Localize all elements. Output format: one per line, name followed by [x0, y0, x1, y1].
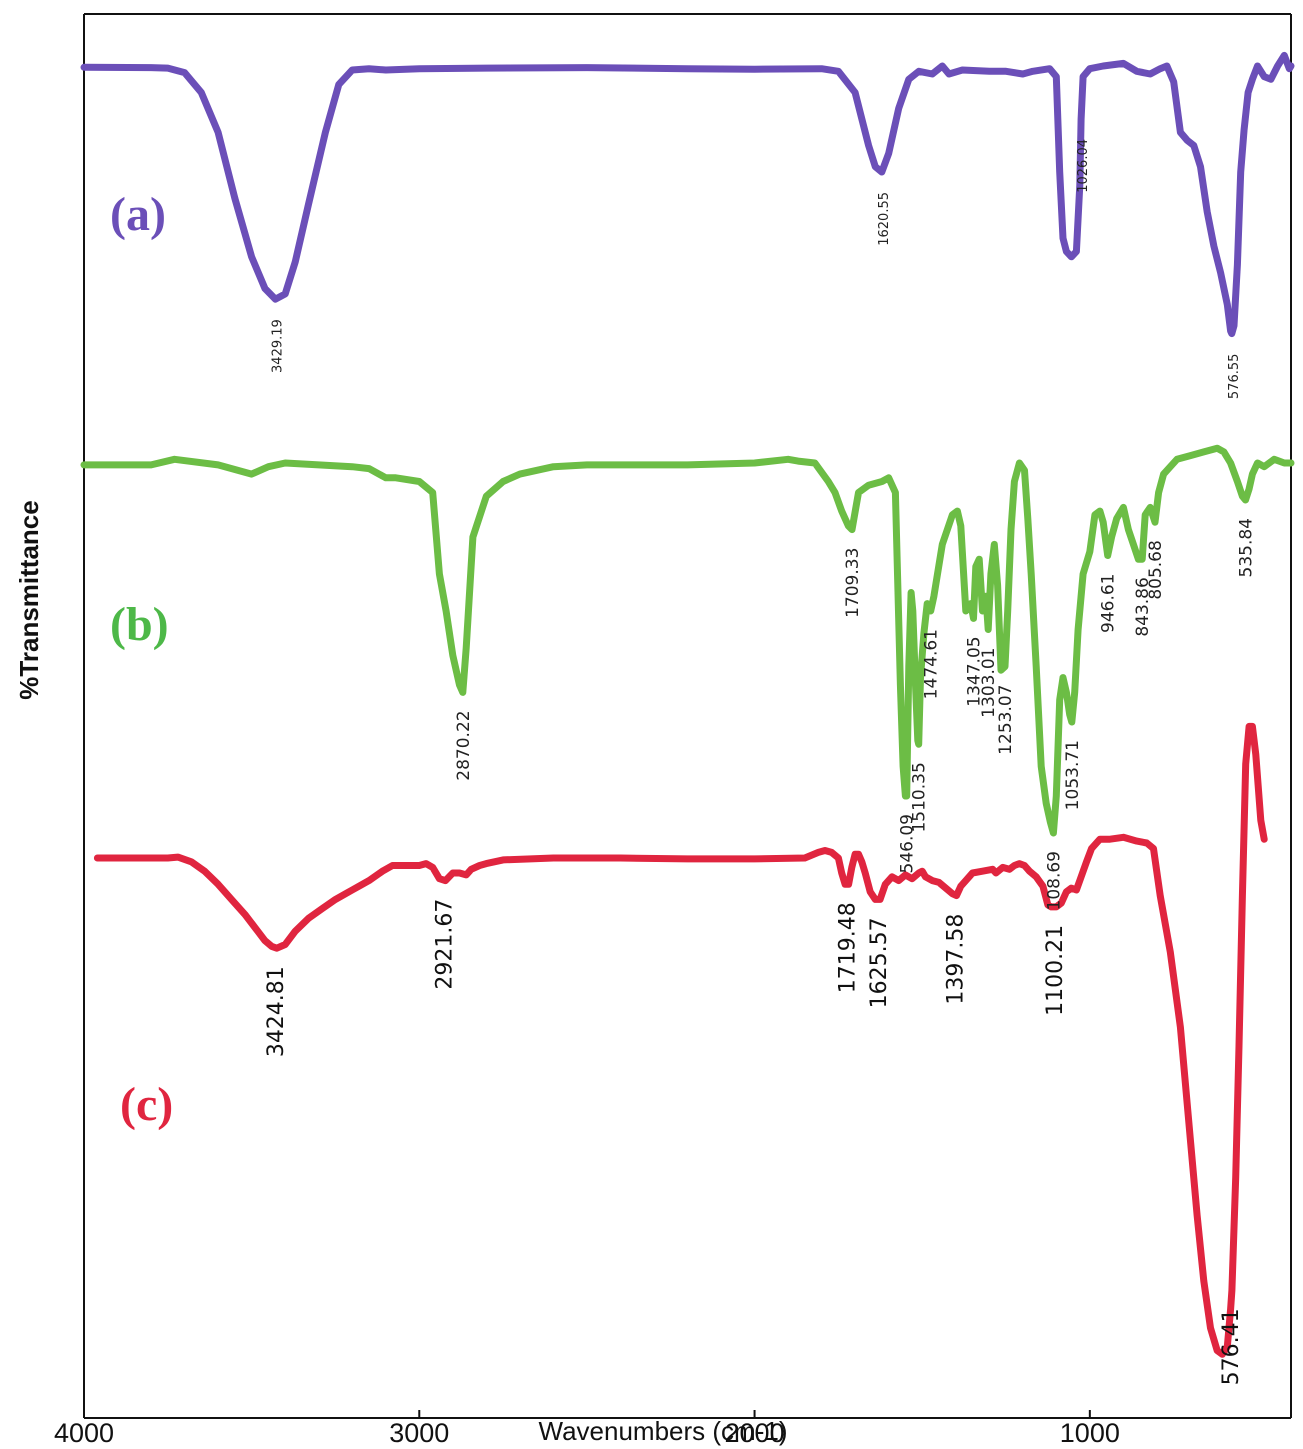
- series-tag-c: (c): [120, 1078, 173, 1131]
- peak-label: 1709.33: [843, 548, 863, 618]
- x-tick-labels: 4000 3000 2000 1000: [54, 1418, 1120, 1448]
- y-axis-title: %Transmittance: [14, 500, 44, 699]
- peak-label: 1303.01: [979, 648, 999, 718]
- x-ticks: [83, 1410, 1091, 1418]
- peak-label: 108.69: [1044, 851, 1064, 910]
- peak-label: 1625.57: [867, 917, 892, 1008]
- x-tick-label: 3000: [389, 1418, 449, 1448]
- peak-labels: 3429.19 1620.55 1026.04 576.55 2870.22 1709.3…: [264, 139, 1257, 1385]
- peak-label: 1719.48: [836, 902, 861, 993]
- peak-label: 1397.58: [944, 914, 969, 1005]
- series-tag-b: (b): [110, 598, 169, 651]
- peak-label: 805.68: [1146, 540, 1166, 599]
- x-tick-label: 1000: [1060, 1418, 1120, 1448]
- peak-label: 946.61: [1099, 574, 1119, 633]
- peak-label: 1620.55: [877, 192, 892, 246]
- x-tick-label: 4000: [54, 1418, 114, 1448]
- peak-label: 2921.67: [433, 899, 458, 990]
- peak-label: 1510.35: [910, 762, 930, 832]
- peak-label: 3429.19: [270, 319, 285, 373]
- peak-label: 1026.04: [1076, 139, 1091, 193]
- peak-label: 576.41: [1219, 1308, 1244, 1385]
- peak-label: 546.09: [898, 814, 918, 873]
- peak-label: 1100.21: [1043, 925, 1068, 1016]
- peak-label: 1347.05: [965, 636, 985, 706]
- peak-label: 843.86: [1133, 577, 1153, 636]
- series-line-a: [80, 51, 1295, 338]
- peak-label: 3424.81: [264, 966, 289, 1057]
- peak-label: 535.84: [1237, 518, 1257, 577]
- peak-label: 1253.07: [996, 685, 1016, 755]
- series-line-b: [80, 444, 1295, 837]
- x-tick-label: 2000: [725, 1418, 785, 1448]
- peak-label: 576.55: [1227, 354, 1242, 400]
- series-line-c: [93, 722, 1268, 1358]
- series-tag-a: (a): [110, 188, 166, 241]
- peak-label: 2870.22: [454, 710, 474, 780]
- curves: [80, 51, 1295, 1358]
- peak-label: 1474.61: [922, 629, 942, 699]
- peak-label: 1053.71: [1063, 740, 1083, 810]
- x-axis-title: Wavenumbers (cm-1): [539, 1416, 788, 1446]
